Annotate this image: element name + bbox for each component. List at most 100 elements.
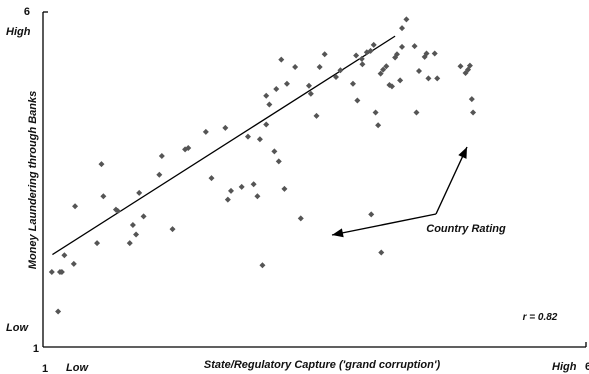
arrow-up-shaft xyxy=(435,146,468,215)
data-point xyxy=(202,128,209,135)
y-tick-label-top: 6 xyxy=(24,6,30,18)
data-point xyxy=(423,50,430,57)
data-points xyxy=(48,16,477,315)
data-point xyxy=(98,161,105,168)
data-point xyxy=(140,213,147,220)
data-point xyxy=(425,75,432,82)
data-point xyxy=(263,92,270,99)
data-point xyxy=(222,124,229,131)
data-point xyxy=(185,145,192,152)
data-point xyxy=(468,96,475,103)
data-point xyxy=(375,122,382,129)
data-point xyxy=(114,207,121,214)
data-point xyxy=(411,43,418,50)
data-point xyxy=(305,82,312,89)
x-tick-label-right: 6 xyxy=(585,361,589,373)
arrow-left-shaft xyxy=(331,213,437,236)
data-point xyxy=(61,252,68,259)
data-point xyxy=(466,62,473,69)
data-point xyxy=(256,136,263,143)
data-point xyxy=(393,51,400,58)
axes xyxy=(42,11,587,348)
data-point xyxy=(169,226,176,233)
country-rating-annotation: Country Rating xyxy=(426,223,506,235)
data-point xyxy=(399,25,406,32)
correlation-annotation: r = 0.82 xyxy=(523,312,558,323)
x-tick-label-left: 1 xyxy=(42,363,48,374)
y-tick-label-bottom: 1 xyxy=(33,343,39,355)
data-point xyxy=(470,109,477,116)
data-point xyxy=(224,196,231,203)
trend-line-group xyxy=(52,35,396,256)
data-point xyxy=(316,63,323,70)
data-point xyxy=(283,80,290,87)
data-point xyxy=(313,112,320,119)
data-point xyxy=(281,185,288,192)
data-point xyxy=(399,43,406,50)
data-point xyxy=(383,63,390,70)
data-point xyxy=(297,215,304,222)
data-point xyxy=(55,308,62,315)
annotation-arrows xyxy=(331,146,468,238)
y-axis-title: Money Laundering through Banks xyxy=(27,91,39,269)
data-point xyxy=(129,222,136,229)
data-point xyxy=(72,203,79,210)
data-point xyxy=(368,211,375,218)
data-point xyxy=(136,189,143,196)
data-point xyxy=(370,41,377,48)
data-point xyxy=(244,133,251,140)
data-point xyxy=(415,67,422,74)
x-axis-low-label: Low xyxy=(66,362,89,374)
data-point xyxy=(349,80,356,87)
data-point xyxy=(70,260,77,267)
x-axis-title: State/Regulatory Capture ('grand corrupt… xyxy=(204,359,441,371)
data-point xyxy=(388,83,395,90)
data-point xyxy=(380,66,387,73)
data-point xyxy=(377,70,384,77)
data-point xyxy=(403,16,410,23)
data-point xyxy=(434,75,441,82)
data-point xyxy=(94,240,101,247)
data-point xyxy=(337,67,344,74)
data-point xyxy=(359,61,366,68)
data-point xyxy=(378,249,385,256)
data-point xyxy=(254,193,261,200)
y-axis-high-label: High xyxy=(6,26,31,38)
data-point xyxy=(413,109,420,116)
data-point xyxy=(158,153,165,160)
data-point xyxy=(307,90,314,97)
data-point xyxy=(208,175,215,182)
data-point xyxy=(227,187,234,194)
data-point xyxy=(354,97,361,104)
data-point xyxy=(367,47,374,54)
data-point xyxy=(58,268,65,275)
data-point xyxy=(263,121,270,128)
data-point xyxy=(358,55,365,62)
data-point xyxy=(250,181,257,188)
data-point xyxy=(273,86,280,93)
data-point xyxy=(431,50,438,57)
data-point xyxy=(353,52,360,59)
x-axis-high-label: High xyxy=(552,361,577,373)
data-point xyxy=(271,148,278,155)
data-point xyxy=(292,63,299,70)
data-point xyxy=(321,51,328,58)
y-axis-low-label: Low xyxy=(6,322,29,334)
data-point xyxy=(156,171,163,178)
data-point xyxy=(126,240,133,247)
trend-line xyxy=(52,35,396,256)
data-point xyxy=(133,231,140,238)
data-point xyxy=(259,262,266,269)
data-point xyxy=(100,193,107,200)
data-point xyxy=(457,63,464,70)
data-point xyxy=(278,56,285,63)
data-point xyxy=(397,77,404,84)
data-point xyxy=(238,183,245,190)
arrow-left-head xyxy=(332,228,344,238)
data-point xyxy=(275,158,282,165)
data-point xyxy=(48,268,55,275)
data-point xyxy=(266,101,273,108)
data-point xyxy=(332,73,339,80)
data-point xyxy=(372,109,379,116)
